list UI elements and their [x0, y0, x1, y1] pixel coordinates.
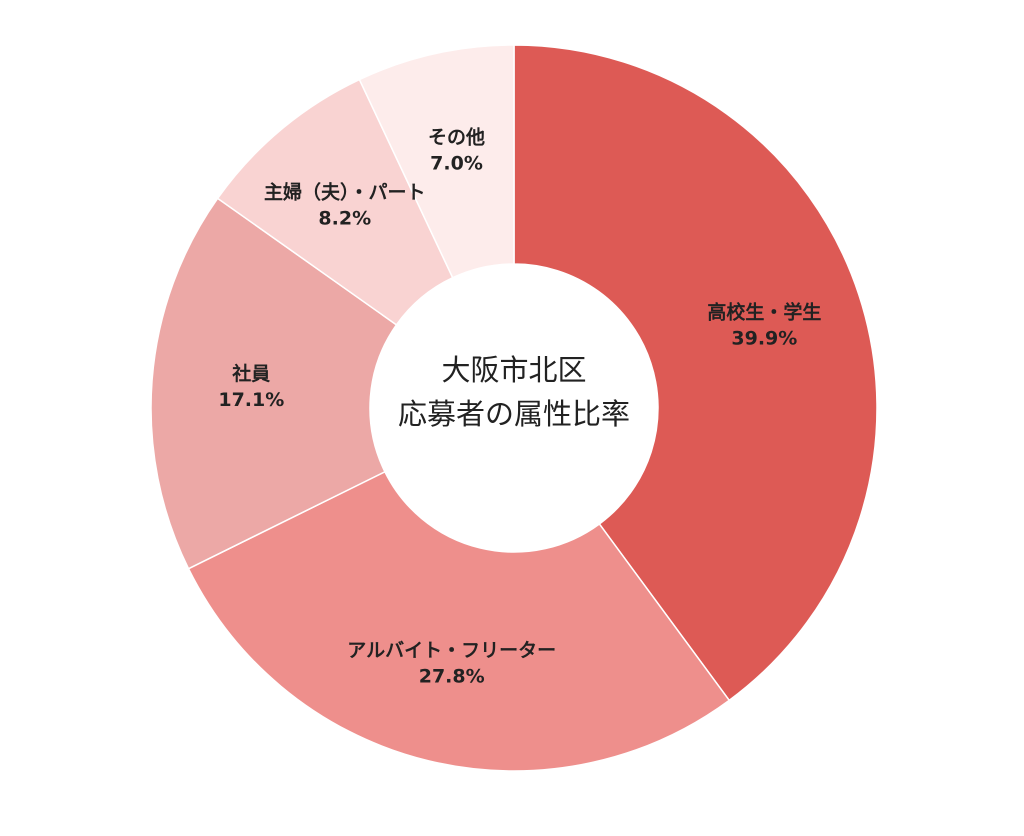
slice-value-label: 39.9%	[731, 327, 797, 349]
donut-slice	[150, 197, 398, 570]
chart-title: 大阪市北区	[441, 353, 586, 387]
donut-slice	[358, 44, 515, 279]
slices	[150, 44, 878, 772]
slice-label: 主婦（夫）・パート	[264, 181, 426, 204]
donut-slice	[513, 44, 878, 702]
slice-value-label: 7.0%	[430, 152, 483, 174]
slice-value-label: 27.8%	[419, 666, 485, 688]
slice-label: 社員	[231, 362, 270, 385]
slice-value-label: 8.2%	[318, 208, 371, 230]
chart-title: 応募者の属性比率	[398, 397, 630, 431]
donut-slice	[187, 470, 731, 772]
slice-label: その他	[428, 125, 485, 148]
slice-label: アルバイト・フリーター	[347, 640, 556, 662]
slice-label: 高校生・学生	[707, 300, 821, 323]
slice-value-label: 17.1%	[218, 389, 284, 411]
